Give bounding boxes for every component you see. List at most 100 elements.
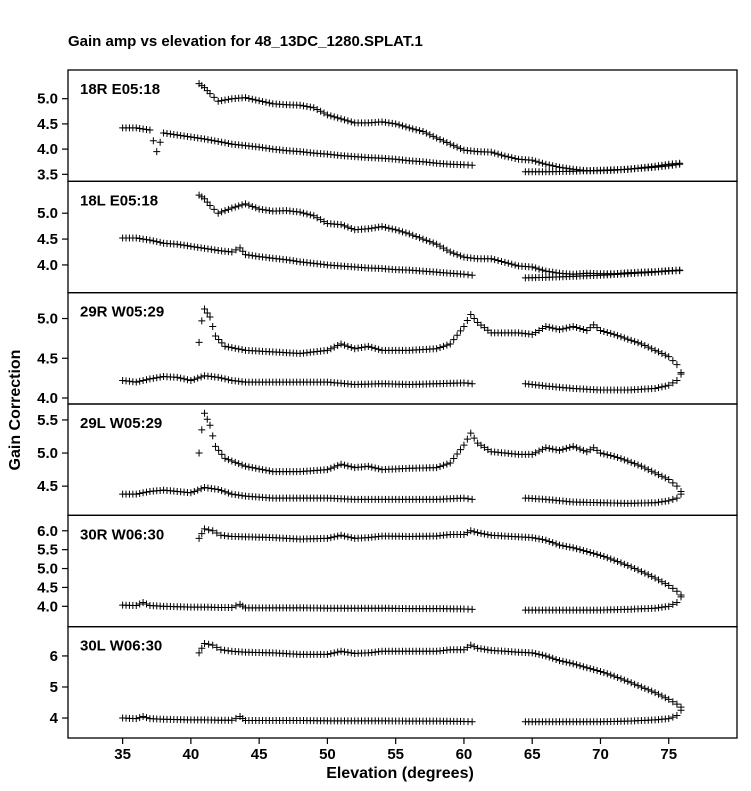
series-1: [195, 80, 684, 175]
plus-marker: [637, 568, 645, 576]
plus-marker: [641, 464, 649, 472]
plus-marker: [282, 256, 290, 264]
plus-marker: [542, 267, 550, 275]
plus-marker: [143, 376, 151, 384]
plus-marker: [180, 241, 188, 249]
plus-marker: [665, 602, 673, 610]
plus-marker: [669, 379, 677, 387]
plus-marker: [501, 152, 509, 160]
plus-marker: [228, 603, 236, 611]
plus-marker: [676, 267, 684, 275]
plus-marker: [590, 549, 598, 557]
plus-marker: [156, 373, 164, 381]
plus-marker: [600, 450, 608, 458]
plus-marker: [340, 648, 348, 656]
plus-marker: [259, 97, 267, 105]
plus-marker: [457, 446, 465, 454]
plus-marker: [241, 94, 249, 102]
plus-marker: [487, 255, 495, 263]
plus-marker: [562, 542, 570, 550]
plus-marker: [238, 201, 246, 209]
plus-marker: [146, 375, 154, 383]
plus-marker: [566, 323, 574, 331]
plus-marker: [224, 343, 232, 351]
plus-marker: [552, 325, 560, 333]
x-tick-label: 45: [251, 746, 268, 763]
plus-marker: [197, 373, 205, 381]
plus-marker: [491, 149, 499, 157]
plus-marker: [323, 466, 331, 474]
panel-label: 29R W05:29: [80, 304, 164, 321]
plus-marker: [535, 265, 543, 273]
plus-marker: [641, 569, 649, 577]
plus-marker: [248, 252, 256, 260]
plus-marker: [450, 455, 458, 463]
plus-marker: [252, 204, 260, 212]
plus-marker: [235, 460, 243, 468]
plus-marker: [262, 98, 270, 106]
plus-marker: [556, 541, 564, 549]
plus-marker: [467, 527, 475, 535]
plus-marker: [559, 657, 567, 665]
plus-marker: [545, 161, 553, 169]
plus-marker: [197, 485, 205, 493]
plus-marker: [330, 343, 338, 351]
plus-marker: [464, 271, 472, 279]
plus-marker: [532, 157, 540, 165]
plus-marker: [617, 559, 625, 567]
plus-marker: [545, 444, 553, 452]
plus-marker: [211, 442, 219, 450]
plus-marker: [252, 464, 260, 472]
plus-marker: [648, 345, 656, 353]
plus-marker: [206, 90, 214, 98]
plus-marker: [665, 476, 673, 484]
plus-marker: [221, 207, 229, 215]
y-tick-label: 4: [50, 710, 59, 727]
plus-marker: [614, 558, 622, 566]
x-tick-label: 55: [387, 746, 404, 763]
plus-marker: [504, 153, 512, 161]
plus-marker: [654, 576, 662, 584]
plus-marker: [166, 130, 174, 138]
plus-marker: [170, 130, 178, 138]
plus-marker: [532, 264, 540, 272]
plus-marker: [669, 713, 677, 721]
y-tick-label: 4.5: [37, 478, 58, 495]
plus-marker: [484, 531, 492, 539]
plus-marker: [221, 454, 229, 462]
plus-marker: [470, 434, 478, 442]
plus-marker: [436, 344, 444, 352]
plus-marker: [330, 533, 338, 541]
plus-marker: [538, 159, 546, 167]
plus-marker: [617, 675, 625, 683]
plus-marker: [347, 463, 355, 471]
y-tick-label: 3.5: [37, 166, 58, 183]
plus-marker: [644, 466, 652, 474]
plus-marker: [535, 447, 543, 455]
plus-marker: [532, 449, 540, 457]
panel-label: 30R W06:30: [80, 526, 164, 543]
plus-marker: [262, 206, 270, 214]
plus-marker: [228, 248, 236, 256]
plus-marker: [136, 377, 144, 385]
plus-marker: [439, 244, 447, 252]
plus-marker: [375, 345, 383, 353]
plus-marker: [658, 692, 666, 700]
plus-marker: [235, 345, 243, 353]
plus-marker: [265, 99, 273, 107]
plus-marker: [224, 647, 232, 655]
plus-marker: [603, 554, 611, 562]
y-tick-label: 5.5: [37, 542, 58, 559]
y-tick-label: 4.0: [37, 390, 58, 407]
plus-marker: [480, 645, 488, 653]
plus-marker: [337, 647, 345, 655]
plus-marker: [569, 544, 577, 552]
plus-marker: [201, 525, 209, 533]
plus-marker: [195, 534, 203, 542]
plus-marker: [303, 210, 311, 218]
plus-marker: [542, 536, 550, 544]
plus-marker: [317, 216, 325, 224]
plus-marker: [139, 489, 147, 497]
plus-marker: [468, 380, 476, 388]
